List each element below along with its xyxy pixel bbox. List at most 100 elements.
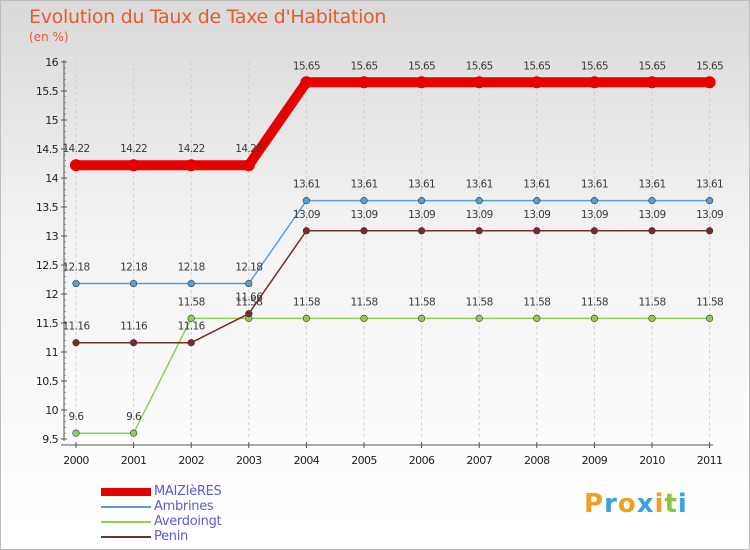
- y-tick-label: 14: [45, 172, 58, 185]
- data-point: [588, 76, 601, 89]
- data-point: [646, 76, 658, 89]
- data-point: [127, 159, 140, 172]
- data-label: 15.65: [293, 60, 320, 72]
- data-label: 11.16: [62, 321, 90, 333]
- data-point: [705, 314, 714, 322]
- data-point: [302, 227, 311, 235]
- y-tick-label: 16: [45, 56, 58, 69]
- data-point: [242, 159, 255, 172]
- data-label: 11.58: [523, 296, 550, 308]
- data-point: [475, 227, 483, 235]
- x-tick-label: 2009: [582, 454, 608, 467]
- logo-letter: i: [654, 489, 665, 519]
- data-label: 12.18: [62, 262, 89, 274]
- legend-swatch: [101, 488, 151, 496]
- data-point: [72, 339, 80, 347]
- data-point: [418, 197, 426, 205]
- data-label: 11.58: [178, 296, 205, 308]
- chart-title: Evolution du Taux de Taxe d'Habitation: [29, 6, 387, 28]
- logo-letter: i: [677, 489, 688, 519]
- legend: MAIZIèRES Ambrines Averdoingt Penin: [101, 484, 341, 545]
- data-point: [533, 227, 541, 235]
- y-tick-label: 15.5: [36, 85, 59, 98]
- data-point: [187, 314, 195, 322]
- data-label: 14.22: [178, 143, 205, 155]
- data-label: 15.65: [696, 60, 723, 72]
- data-label: 14.22: [120, 143, 147, 155]
- y-tick-label: 14.5: [36, 143, 59, 156]
- data-point: [648, 314, 656, 322]
- line-chart: 9.5 10 10.5 11 11.5 12 12.5 13 13.5 14 14.5 15 15.5 1…: [36, 56, 724, 467]
- y-tick-label: 13: [45, 230, 58, 243]
- data-point: [185, 159, 198, 172]
- data-label: 9.6: [126, 411, 142, 423]
- x-tick-label: 2003: [236, 454, 262, 467]
- data-point: [648, 227, 656, 235]
- y-tick-label: 11: [45, 346, 58, 359]
- data-label: 11.58: [696, 296, 723, 308]
- series-line-maizières: [76, 77, 710, 171]
- legend-label: Averdoingt: [154, 514, 222, 529]
- x-tick-label: 2010: [639, 454, 665, 467]
- x-tick-label: 2002: [178, 454, 204, 467]
- data-label: 13.09: [408, 209, 435, 221]
- data-label: 13.09: [696, 209, 723, 221]
- logo-letter: o: [617, 489, 637, 519]
- data-point: [418, 314, 426, 322]
- data-point: [360, 227, 368, 235]
- y-tick-label: 13.5: [36, 201, 59, 214]
- logo-letter: x: [636, 489, 655, 519]
- y-tick-label: 15: [45, 114, 58, 127]
- series-line-averdoingt: [76, 317, 710, 434]
- data-point: [130, 429, 138, 437]
- data-point: [475, 314, 483, 322]
- series-line-ambrines: [76, 199, 710, 285]
- y-tick-label: 10.5: [36, 375, 59, 388]
- data-label: 14.22: [235, 143, 262, 155]
- data-label: 15.65: [581, 60, 608, 72]
- legend-label: Ambrines: [154, 499, 214, 514]
- data-label: 11.58: [408, 296, 435, 308]
- data-point: [648, 197, 656, 205]
- x-tick-label: 2011: [697, 454, 723, 467]
- data-point: [300, 76, 313, 89]
- data-point: [530, 76, 543, 89]
- legend-label: Penin: [154, 529, 188, 544]
- data-point: [360, 197, 368, 205]
- data-point: [590, 227, 599, 235]
- y-tick-label: 10: [45, 404, 58, 417]
- data-label: 15.65: [408, 60, 435, 72]
- data-point: [245, 279, 253, 288]
- data-point: [72, 429, 80, 437]
- x-tick-label: 2004: [294, 454, 320, 467]
- data-point: [473, 76, 486, 89]
- data-label: 11.16: [178, 321, 206, 333]
- data-label: 13.09: [523, 209, 550, 221]
- logo-letter: t: [664, 489, 678, 519]
- data-point: [705, 227, 714, 235]
- data-label: 11.58: [350, 296, 377, 308]
- data-label: 11.66: [235, 292, 263, 304]
- data-point: [302, 197, 311, 205]
- data-label: 13.61: [581, 179, 608, 191]
- legend-item: MAIZIèRES: [101, 484, 341, 500]
- data-label: 13.61: [523, 179, 550, 191]
- data-label: 11.58: [235, 296, 262, 308]
- x-tick-label: 2005: [351, 454, 377, 467]
- data-point: [245, 310, 253, 318]
- data-label: 15.65: [638, 60, 665, 72]
- logo-letter: r: [604, 489, 618, 519]
- x-tick-label: 2006: [409, 454, 435, 467]
- y-tick-label: 12: [45, 288, 58, 301]
- chart-unit-label: (en %): [29, 30, 69, 44]
- data-label: 12.18: [120, 262, 147, 274]
- data-label: 15.65: [466, 60, 493, 72]
- data-label: 11.58: [581, 296, 608, 308]
- proxiti-logo: Proxiti: [584, 489, 688, 519]
- y-tick-label: 9.5: [42, 433, 58, 446]
- data-point: [590, 314, 599, 322]
- data-label: 12.18: [178, 262, 205, 274]
- data-point: [360, 314, 368, 322]
- series-line-penin: [76, 230, 710, 344]
